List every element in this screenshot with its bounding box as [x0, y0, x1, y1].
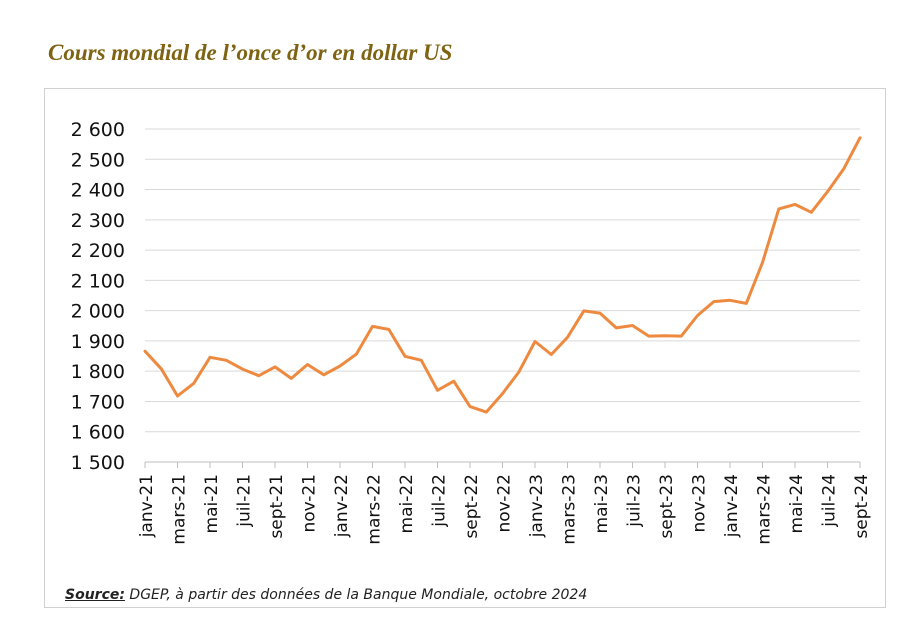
x-tick-label: juil-21: [235, 474, 255, 528]
data-point: [420, 359, 423, 362]
x-tick-label: janv-24: [722, 474, 742, 538]
data-point: [696, 314, 699, 317]
data-point: [322, 373, 325, 376]
data-point: [859, 136, 862, 139]
data-point: [615, 326, 618, 329]
data-point: [680, 335, 683, 338]
data-point: [485, 411, 488, 414]
data-point: [290, 377, 293, 380]
data-point: [777, 207, 780, 210]
y-tick-label: 1 700: [71, 391, 125, 413]
y-tick-label: 2 000: [71, 301, 125, 323]
data-point: [826, 190, 829, 193]
data-point: [566, 336, 569, 339]
source-text: DGEP, à partir des données de la Banque …: [124, 587, 588, 603]
data-point: [761, 261, 764, 264]
x-tick-label: mars-21: [170, 474, 190, 545]
data-point: [176, 395, 179, 398]
source-label: Source:: [65, 587, 125, 603]
data-point: [550, 353, 553, 356]
x-tick-label: nov-21: [300, 474, 320, 533]
x-tick-label: janv-21: [137, 474, 157, 538]
y-tick-label: 2 300: [71, 210, 125, 232]
data-point: [387, 328, 390, 331]
data-point: [599, 312, 602, 315]
data-point: [209, 356, 212, 359]
data-point: [144, 350, 147, 353]
x-tick-label: mai-21: [202, 474, 222, 533]
x-tick-label: janv-22: [332, 474, 352, 538]
y-tick-label: 1 900: [71, 331, 125, 353]
data-point: [371, 325, 374, 328]
data-point: [729, 299, 732, 302]
data-point: [225, 359, 228, 362]
x-tick-label: mars-22: [365, 474, 385, 545]
x-tick-label: sept-21: [267, 474, 287, 539]
data-point: [647, 335, 650, 338]
data-point: [517, 371, 520, 374]
data-point: [501, 392, 504, 395]
x-tick-label: juil-24: [820, 474, 840, 528]
x-tick-label: mai-23: [592, 474, 612, 533]
data-point: [452, 380, 455, 383]
data-point: [664, 334, 667, 337]
x-tick-label: sept-22: [462, 474, 482, 539]
data-point: [306, 363, 309, 366]
data-point: [712, 300, 715, 303]
data-point: [160, 367, 163, 370]
data-point: [842, 167, 845, 170]
data-point: [274, 365, 277, 368]
series-line: [143, 136, 862, 414]
data-point: [469, 405, 472, 408]
data-point: [810, 211, 813, 214]
y-tick-label: 1 600: [71, 422, 125, 444]
y-tick-label: 2 600: [71, 119, 125, 141]
y-tick-label: 2 500: [71, 149, 125, 171]
x-tick-label: nov-22: [495, 474, 515, 533]
data-point: [745, 302, 748, 305]
data-point: [404, 355, 407, 358]
x-tick-label: mai-22: [397, 474, 417, 533]
y-tick-label: 2 400: [71, 180, 125, 202]
y-tick-label: 2 100: [71, 270, 125, 292]
chart-title: Cours mondial de l’once d’or en dollar U…: [48, 40, 453, 65]
data-point: [355, 353, 358, 356]
x-tick-label: mai-24: [787, 474, 807, 533]
chart-frame: 1 500 1 600 1 700 1 800 1 900 2 000 2 100 2 200…: [44, 88, 886, 608]
data-point: [436, 389, 439, 392]
data-point: [534, 340, 537, 343]
data-point: [794, 203, 797, 206]
x-tick-label: mars-23: [560, 474, 580, 545]
x-tick-label: juil-23: [625, 474, 645, 528]
data-point: [257, 374, 260, 377]
x-tick-label: sept-24: [852, 474, 872, 539]
x-tick-label: nov-23: [690, 474, 710, 533]
x-tick-label: sept-23: [657, 474, 677, 539]
x-tick-label: mars-24: [755, 474, 775, 545]
source-note: Source: DGEP, à partir des données de la…: [65, 587, 587, 603]
y-tick-label: 1 500: [71, 452, 125, 474]
y-tick-label: 1 800: [71, 361, 125, 383]
line-chart: 1 500 1 600 1 700 1 800 1 900 2 000 2 100 2 200…: [71, 119, 872, 545]
x-tick-label: juil-22: [430, 474, 450, 528]
x-tick-label: janv-23: [527, 474, 547, 538]
data-point: [339, 365, 342, 368]
y-tick-label: 2 200: [71, 240, 125, 262]
data-point: [631, 324, 634, 327]
data-point: [192, 382, 195, 385]
data-point: [582, 309, 585, 312]
data-point: [241, 368, 244, 371]
